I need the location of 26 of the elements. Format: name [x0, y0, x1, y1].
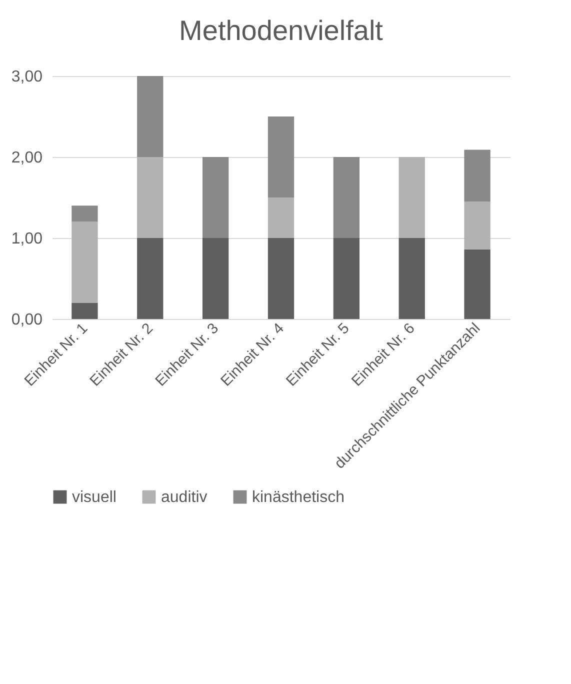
y-tick-label: 1,00: [11, 230, 43, 248]
bar: [398, 238, 425, 319]
bar: [202, 238, 229, 319]
y-tick-label: 0,00: [11, 312, 43, 328]
bar: [72, 222, 98, 303]
bar: [268, 116, 294, 198]
legend-label: auditiv: [161, 489, 208, 506]
bar: [137, 76, 164, 157]
bar: [137, 238, 164, 319]
bar: [398, 157, 425, 238]
y-tick-label: 3,00: [11, 68, 43, 86]
legend-label: kinästhetisch: [252, 489, 344, 506]
y-tick-label: 2,00: [11, 150, 43, 166]
bar: [72, 302, 98, 319]
bar: [333, 238, 360, 319]
legend-label: visuell: [72, 489, 116, 506]
bar: [202, 157, 229, 238]
bar: [464, 150, 490, 202]
bar: [464, 202, 490, 250]
bar: [72, 206, 98, 222]
chart-title: Methodenvielfalt: [179, 15, 384, 46]
bar: [268, 238, 294, 319]
bar: [268, 198, 294, 238]
bar: [333, 157, 360, 238]
bar: [137, 157, 164, 238]
bar: [464, 249, 490, 319]
